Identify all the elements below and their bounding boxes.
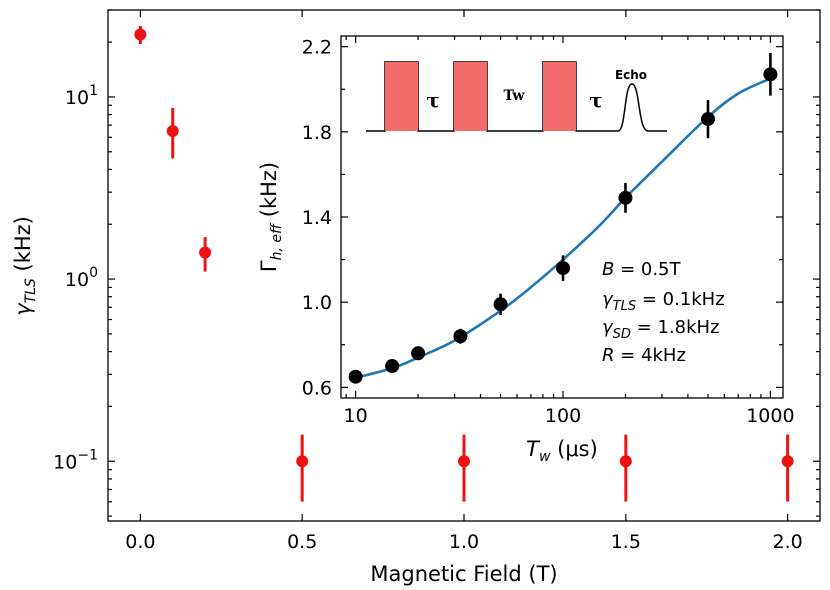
inset-data-point — [493, 297, 508, 312]
echo-label: Echo — [615, 68, 647, 82]
main-y-tick-label: 100 — [65, 265, 98, 291]
svg-text:γTLS (kHz): γTLS (kHz) — [11, 216, 39, 316]
inset-y-tick-label: 0.6 — [302, 377, 332, 399]
main-x-tick-label: 0.5 — [287, 531, 317, 553]
main-data-point — [296, 455, 309, 468]
parameter-annotations: B = 0.5T γTLS = 0.1kHz γSD = 1.8kHz R = … — [602, 259, 725, 366]
inset-y-axis-label: Γh, eff (kHz) — [257, 162, 285, 272]
inset-x-tick-label: 1000 — [746, 405, 794, 427]
main-data-point — [781, 455, 794, 468]
pulse-sequence-diagram: τ Tw τ Echo — [366, 61, 667, 132]
main-x-axis-label: Magnetic Field (T) — [370, 562, 557, 586]
inset-x-axis-label: Tw (μs) — [526, 437, 598, 465]
echo-peak — [617, 83, 667, 132]
main-y-axis-label: γTLS (kHz) — [11, 216, 39, 316]
pulse-3 — [543, 62, 576, 131]
tau-label-2: τ — [589, 88, 602, 112]
main-data-point — [458, 455, 470, 468]
tau-label: τ — [426, 88, 439, 112]
main-data-point — [166, 125, 179, 138]
inset-data-point — [556, 261, 571, 276]
pulse-2 — [454, 62, 487, 131]
inset-data-point — [763, 67, 778, 82]
main-x-tick-label: 2.0 — [773, 531, 803, 553]
main-y-tick-label: 101 — [65, 83, 98, 109]
inset-y-tick-label: 1.8 — [302, 122, 332, 144]
main-x-tick-label: 0.0 — [125, 531, 155, 553]
main-x-tick-label: 1.5 — [611, 531, 641, 553]
main-x-tick-label: 1.0 — [449, 531, 479, 553]
inset-y-tick-label: 1.4 — [302, 207, 332, 229]
annotation-gamma-tls: γTLS = 0.1kHz — [602, 289, 725, 314]
inset-x-tick-label: 10 — [344, 405, 368, 427]
annotation-r: R = 4kHz — [602, 345, 686, 366]
main-data-point — [619, 455, 632, 468]
inset-data-point — [411, 346, 426, 361]
inset-data-point — [700, 112, 715, 127]
main-data-point — [199, 246, 212, 259]
svg-text:Γh, eff (kHz): Γh, eff (kHz) — [257, 162, 285, 272]
inset-y-tick-label: 2.2 — [302, 37, 332, 59]
inset-plot: τ Tw τ Echo 10 100 1000 0.6 1.0 1.4 1.8 2.2 B … — [257, 35, 795, 465]
inset-y-tick-label: 1.0 — [302, 292, 332, 314]
inset-data-point — [385, 359, 400, 374]
inset-data-point — [453, 329, 468, 344]
main-data-point — [134, 28, 147, 41]
inset-x-tick-label: 100 — [545, 405, 581, 427]
main-y-tick-label: 10−1 — [53, 447, 98, 473]
annotation-b: B = 0.5T — [602, 259, 682, 280]
inset-data-point — [618, 190, 633, 205]
main-plot: 0.0 0.5 1.0 1.5 2.0 101 100 10−1 Magnetic Fiel… — [11, 9, 821, 586]
tw-label: Tw — [504, 88, 526, 104]
inset-data-point — [348, 369, 363, 384]
pulse-1 — [385, 62, 418, 131]
annotation-gamma-sd: γSD = 1.8kHz — [602, 317, 719, 342]
